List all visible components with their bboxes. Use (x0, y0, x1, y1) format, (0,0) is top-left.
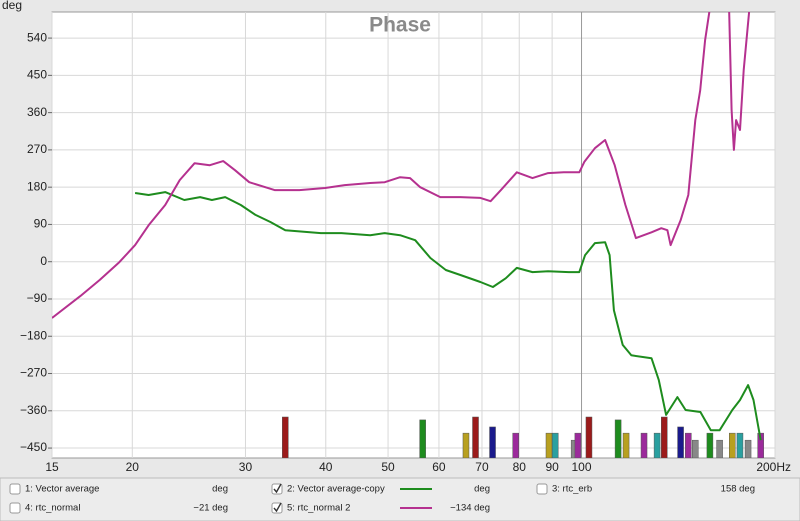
legend-label: 4: rtc_normal (25, 503, 80, 514)
legend-readout: deg (474, 484, 490, 495)
marker-bar (622, 432, 630, 458)
y-tick-label: −180 (20, 328, 47, 342)
marker-bar (744, 439, 752, 458)
legend-checkbox[interactable] (9, 483, 21, 495)
x-tick-label: 30 (239, 460, 253, 474)
marker-bar (640, 432, 648, 458)
plot-area (51, 11, 776, 459)
marker-bar (512, 432, 519, 458)
marker-bar (716, 439, 723, 458)
marker-bar (472, 416, 479, 458)
legend-panel (0, 477, 800, 521)
legend-readout: −21 deg (193, 503, 228, 514)
legend-label: 5: rtc_normal 2 (287, 503, 350, 514)
y-tick-label: −360 (20, 403, 47, 417)
marker-bar (419, 419, 426, 458)
x-tick-label: 90 (545, 460, 559, 474)
legend-checkbox[interactable] (9, 502, 21, 514)
phase-line (134, 191, 762, 441)
legend-readout: −134 deg (450, 503, 490, 514)
markers (282, 416, 764, 458)
y-unit: deg (2, 0, 22, 12)
legend-checkmark (273, 502, 282, 513)
marker-bar (574, 432, 582, 458)
marker-bar (462, 432, 470, 458)
marker-bar (706, 432, 714, 458)
lines (52, 12, 762, 441)
chart-title: Phase (369, 14, 431, 37)
x-tick-label: 60 (432, 460, 446, 474)
x-tick-label: 20 (126, 460, 140, 474)
legend-label: 3: rtc_erb (552, 484, 592, 495)
legend-readout: deg (212, 484, 228, 495)
y-tick-label: 180 (27, 179, 47, 193)
marker-bar (614, 419, 622, 458)
x-tick-label: 50 (381, 460, 395, 474)
marker-bar (489, 426, 496, 458)
x-tick-label: 15 (45, 460, 59, 474)
y-tick-label: 360 (27, 105, 47, 119)
x-tick-label: 70 (475, 460, 489, 474)
marker-bar (685, 432, 692, 458)
marker-bar (729, 432, 736, 458)
marker-bar (282, 416, 289, 458)
phase-line (52, 12, 751, 319)
legend: 1: Vector average deg 2: Vector average-co… (9, 483, 755, 514)
marker-bar (585, 416, 593, 458)
marker-bar (757, 432, 764, 458)
y-tick-label: −90 (27, 291, 48, 305)
x-tick-label: 80 (513, 460, 527, 474)
y-tick-label: 540 (27, 30, 47, 44)
x-tick-label: 100 (572, 460, 592, 474)
x-tick-label: 40 (319, 460, 333, 474)
legend-label: 1: Vector average (25, 484, 99, 495)
grid (51, 12, 776, 458)
marker-bar (545, 432, 553, 458)
y-tick-label: 0 (40, 254, 47, 268)
x-tick-label: 200Hz (756, 460, 791, 474)
y-tick-label: −270 (20, 366, 47, 380)
y-tick-label: 270 (27, 142, 47, 156)
marker-bar (677, 426, 684, 458)
y-tick-label: 90 (34, 217, 48, 231)
marker-bar (692, 439, 699, 458)
marker-bar (653, 432, 661, 458)
legend-checkmark (273, 483, 282, 494)
y-tick-label: 450 (27, 68, 47, 82)
legend-readout: 158 deg (721, 484, 755, 495)
marker-bar (551, 432, 559, 458)
marker-bar (736, 432, 744, 458)
marker-bar (661, 416, 668, 458)
y-tick-label: −450 (20, 440, 47, 454)
legend-label: 2: Vector average-copy (287, 484, 385, 495)
legend-checkbox[interactable] (536, 483, 548, 495)
axes: −450 −360 −270 −180 −90 0 90 180 270 360 450 540 15 2… (20, 30, 791, 474)
